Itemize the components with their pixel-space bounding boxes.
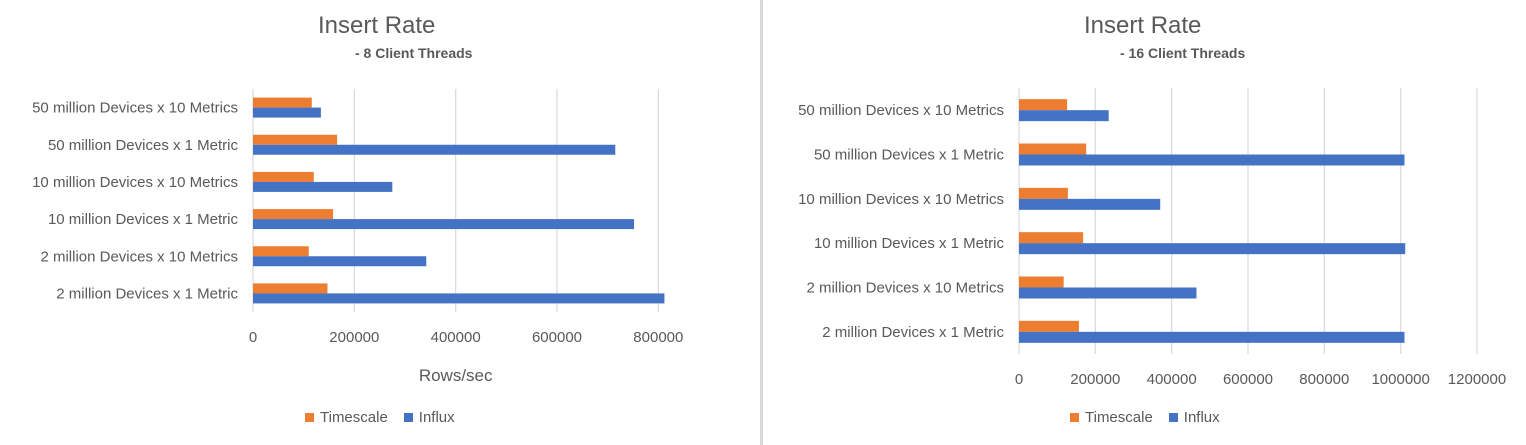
- legend-swatch-influx: [403, 413, 413, 422]
- bar-influx: [253, 293, 665, 304]
- x-tick-label: 1200000: [1448, 371, 1506, 388]
- chart-title: Insert Rate: [318, 12, 436, 39]
- bar-timescale: [253, 283, 328, 294]
- chart-subtitle: - 8 Client Threads: [355, 45, 473, 61]
- bar-influx: [1019, 331, 1405, 343]
- bar-timescale: [1019, 276, 1064, 288]
- panel-divider: [760, 0, 763, 445]
- x-tick-label: 800000: [1299, 371, 1349, 388]
- y-category-label: 50 million Devices x 1 Metric: [814, 147, 1005, 164]
- bar-timescale: [1019, 143, 1087, 155]
- bar-influx: [1019, 110, 1109, 122]
- bar-influx: [1019, 154, 1405, 166]
- x-tick-label: 600000: [532, 329, 582, 346]
- bar-timescale: [1019, 187, 1068, 199]
- bar-chart-plot: 0 200000 400000 600000 800000 1000000 1200000 5…: [798, 88, 1506, 388]
- legend-label-influx: Influx: [418, 409, 455, 426]
- bar-timescale: [1019, 232, 1084, 244]
- bar-timescale: [253, 209, 334, 220]
- y-category-label: 50 million Devices x 1 Metric: [48, 137, 239, 154]
- bar-influx: [253, 107, 321, 118]
- x-tick-label: 1000000: [1371, 371, 1429, 388]
- legend-item-timescale: Timescale: [305, 409, 388, 426]
- y-category-label: 10 million Devices x 10 Metrics: [32, 174, 238, 191]
- y-category-label: 10 million Devices x 10 Metrics: [798, 191, 1004, 208]
- legend-item-influx: Influx: [403, 409, 455, 426]
- chart-title: Insert Rate: [1084, 12, 1202, 39]
- legend-label-timescale: Timescale: [1085, 409, 1153, 426]
- bar-timescale: [253, 97, 312, 108]
- x-tick-label: 200000: [329, 329, 379, 346]
- x-axis-title: Rows/sec: [419, 366, 493, 385]
- legend-swatch-timescale: [1070, 413, 1079, 422]
- y-category-label: 2 million Devices x 1 Metric: [56, 285, 238, 302]
- y-category-label: 2 million Devices x 10 Metrics: [806, 280, 1004, 297]
- x-tick-label: 400000: [431, 329, 481, 346]
- y-category-label: 10 million Devices x 1 Metric: [814, 235, 1005, 252]
- legend-label-timescale: Timescale: [320, 409, 388, 426]
- chart-subtitle: - 16 Client Threads: [1120, 45, 1246, 61]
- bar-timescale: [1019, 320, 1079, 332]
- bar-influx: [253, 256, 427, 267]
- bar-timescale: [253, 246, 309, 257]
- legend-swatch-influx: [1168, 413, 1178, 422]
- y-category-label: 50 million Devices x 10 Metrics: [798, 102, 1004, 119]
- y-category-label: 50 million Devices x 10 Metrics: [32, 100, 238, 117]
- bar-chart-plot: 0 200000 400000 600000 800000 50 million Devi…: [32, 89, 683, 385]
- x-tick-label: 400000: [1147, 371, 1197, 388]
- bar-timescale: [253, 171, 314, 182]
- chart-panel-right: Insert Rate - 16 Client Threads 0 200000 4…: [764, 0, 1526, 445]
- x-tick-label: 0: [249, 329, 257, 346]
- bar-influx: [253, 219, 635, 230]
- legend-item-influx: Influx: [1168, 409, 1220, 426]
- y-category-label: 10 million Devices x 1 Metric: [48, 211, 239, 228]
- x-tick-label: 800000: [633, 329, 683, 346]
- bar-influx: [253, 181, 393, 192]
- bar-influx: [1019, 198, 1161, 210]
- y-category-label: 2 million Devices x 1 Metric: [822, 324, 1004, 341]
- x-tick-label: 0: [1015, 371, 1023, 388]
- bar-timescale: [1019, 99, 1068, 111]
- legend-item-timescale: Timescale: [1070, 409, 1153, 426]
- chart-legend: Timescale Influx: [1070, 409, 1236, 426]
- x-tick-label: 600000: [1223, 371, 1273, 388]
- bar-influx: [1019, 287, 1197, 299]
- legend-swatch-timescale: [305, 413, 314, 422]
- chart-panel-left: Insert Rate - 8 Client Threads 0 200000 40…: [0, 0, 760, 445]
- bar-influx: [1019, 243, 1406, 255]
- chart-legend: Timescale Influx: [305, 409, 471, 426]
- x-tick-label: 200000: [1070, 371, 1120, 388]
- bar-influx: [253, 144, 616, 155]
- bar-timescale: [253, 134, 338, 145]
- legend-label-influx: Influx: [1183, 409, 1220, 426]
- y-category-label: 2 million Devices x 10 Metrics: [40, 248, 238, 265]
